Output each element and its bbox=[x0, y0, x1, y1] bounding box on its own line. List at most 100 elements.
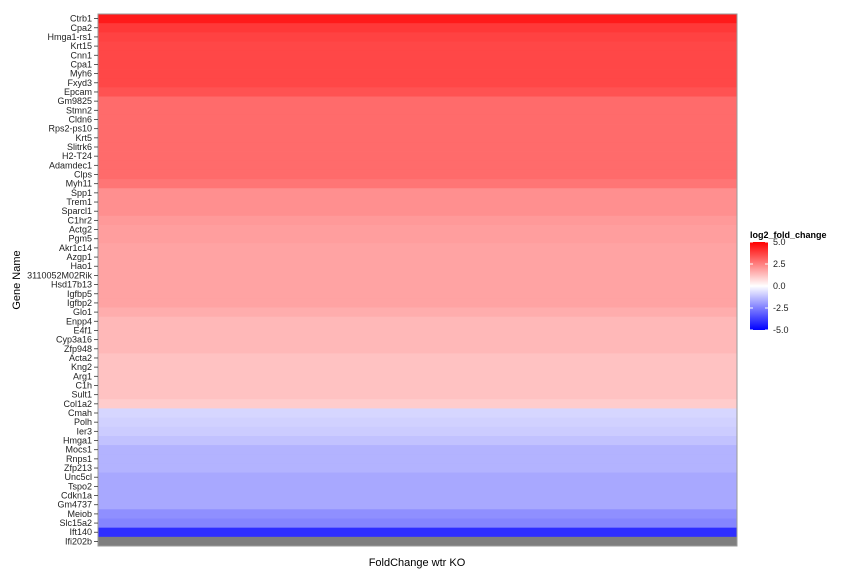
legend-colorbar bbox=[750, 242, 768, 330]
heatmap-tile bbox=[98, 408, 737, 418]
heatmap-tile bbox=[98, 124, 737, 134]
y-tick-label: Cnn1 bbox=[70, 50, 92, 60]
heatmap-tile bbox=[98, 96, 737, 107]
y-tick-label: Hao1 bbox=[70, 261, 92, 271]
y-tick-label: Unc5cl bbox=[64, 472, 92, 482]
heatmap-tile bbox=[98, 426, 737, 437]
y-tick-label: Hmga1-rs1 bbox=[47, 32, 92, 42]
y-tick-label: Igfbp5 bbox=[67, 289, 92, 299]
y-tick-label: Tspo2 bbox=[68, 481, 92, 491]
y-tick-label: Igfbp2 bbox=[67, 298, 92, 308]
heatmap-tile bbox=[98, 344, 737, 354]
heatmap-tile bbox=[98, 252, 737, 263]
heatmap-tile bbox=[98, 316, 737, 327]
y-tick-label: H2-T24 bbox=[62, 151, 92, 161]
y-tick-label: Krt5 bbox=[75, 133, 92, 143]
heatmap-tile bbox=[98, 69, 737, 79]
heatmap-tile bbox=[98, 32, 737, 42]
heatmap-tile bbox=[98, 417, 737, 428]
heatmap-tile bbox=[98, 179, 737, 189]
heatmap-tile bbox=[98, 445, 737, 455]
heatmap-tile bbox=[98, 307, 737, 318]
x-axis-title: FoldChange wtr KO bbox=[369, 557, 466, 569]
y-tick-label: Arg1 bbox=[73, 371, 92, 381]
heatmap-tile bbox=[98, 206, 737, 217]
y-tick-label: 3110052M02Rik bbox=[27, 270, 92, 280]
y-tick-label: Ifi202b bbox=[65, 536, 92, 546]
y-tick-label: Rps2-ps10 bbox=[48, 124, 92, 134]
heatmap-tile bbox=[98, 261, 737, 272]
y-tick-label: Fxyd3 bbox=[67, 78, 92, 88]
y-tick-label: Cmah bbox=[68, 408, 92, 418]
heatmap-tile bbox=[98, 518, 737, 529]
heatmap-tile bbox=[98, 325, 737, 336]
heatmap-tile bbox=[98, 23, 737, 33]
y-tick-label: C1h bbox=[75, 380, 92, 390]
y-tick-label: Ift140 bbox=[69, 527, 92, 537]
heatmap-tile bbox=[98, 87, 737, 97]
y-tick-label: Trem1 bbox=[66, 197, 92, 207]
heatmap-tile bbox=[98, 142, 737, 152]
heatmap-tile bbox=[98, 215, 737, 226]
heatmap-tile bbox=[98, 390, 737, 400]
y-tick-label: Sult1 bbox=[71, 390, 92, 400]
heatmap-tiles bbox=[98, 14, 737, 547]
y-axis-title: Gene Name bbox=[11, 250, 23, 309]
y-tick-label: Epcam bbox=[64, 87, 92, 97]
legend-tick-label: -2.5 bbox=[773, 303, 789, 313]
y-tick-label: Sparcl1 bbox=[61, 206, 92, 216]
heatmap-tile bbox=[98, 188, 737, 198]
heatmap-tile bbox=[98, 371, 737, 382]
y-tick-label: Slc15a2 bbox=[59, 518, 92, 528]
y-tick-label: Myh11 bbox=[66, 179, 92, 189]
y-tick-label: Gm4737 bbox=[57, 500, 92, 510]
heatmap-tile bbox=[98, 536, 737, 547]
heatmap-tile bbox=[98, 500, 737, 510]
y-tick-label: Akr1c14 bbox=[59, 243, 92, 253]
heatmap-tile bbox=[98, 435, 737, 446]
y-tick-label: Cldn6 bbox=[68, 114, 92, 124]
y-tick-label: Glo1 bbox=[73, 307, 92, 317]
y-tick-label: Adamdec1 bbox=[49, 160, 92, 170]
y-tick-label: Cdkn1a bbox=[61, 491, 92, 501]
y-tick-label: Ier3 bbox=[76, 426, 92, 436]
y-tick-label: Zfp213 bbox=[64, 463, 92, 473]
color-legend: log2_fold_change 5.0 2.5 0.0 -2.5 -5.0 bbox=[750, 230, 827, 335]
heatmap-tile bbox=[98, 50, 737, 61]
y-tick-label: Hsd17b13 bbox=[51, 280, 92, 290]
heatmap-tile bbox=[98, 14, 737, 24]
heatmap-tile bbox=[98, 41, 737, 52]
y-tick-label: Rnps1 bbox=[66, 454, 92, 464]
y-tick-label: E4f1 bbox=[73, 325, 92, 335]
heatmap-tile bbox=[98, 463, 737, 474]
heatmap-tile bbox=[98, 197, 737, 208]
y-tick-label: C1hr2 bbox=[67, 215, 92, 225]
plot-border bbox=[97, 13, 738, 547]
heatmap-tile bbox=[98, 270, 737, 281]
legend-ticks: 5.0 2.5 0.0 -2.5 -5.0 bbox=[750, 237, 789, 335]
y-tick-label: Acta2 bbox=[69, 353, 92, 363]
heatmap-tile bbox=[98, 105, 737, 116]
heatmap-tile bbox=[98, 234, 737, 244]
heatmap-tile bbox=[98, 472, 737, 483]
y-tick-label: Hmga1 bbox=[63, 436, 92, 446]
heatmap-tile bbox=[98, 380, 737, 391]
legend-tick-label: 2.5 bbox=[773, 259, 786, 269]
y-tick-label: Polh bbox=[74, 417, 92, 427]
y-tick-label: Spp1 bbox=[71, 188, 92, 198]
heatmap-tile bbox=[98, 59, 737, 70]
y-tick-label: Gm9825 bbox=[57, 96, 92, 106]
legend-tick-label: 5.0 bbox=[773, 237, 786, 247]
heatmap-tile bbox=[98, 527, 737, 538]
gene-tick-labels: Ctrb1Cpa2Hmga1-rs1Krt15Cnn1Cpa1Myh6Fxyd3… bbox=[27, 14, 98, 546]
heatmap-tile bbox=[98, 399, 737, 409]
y-tick-label: Azgp1 bbox=[66, 252, 92, 262]
y-tick-label: Cpa1 bbox=[70, 59, 92, 69]
heatmap-tile bbox=[98, 224, 737, 235]
y-tick-label: Slitrk6 bbox=[67, 142, 92, 152]
y-tick-label: Zfp948 bbox=[64, 344, 92, 354]
heatmap-tile bbox=[98, 169, 737, 180]
y-tick-label: Ctrb1 bbox=[70, 14, 92, 24]
legend-tick-label: -5.0 bbox=[773, 325, 789, 335]
